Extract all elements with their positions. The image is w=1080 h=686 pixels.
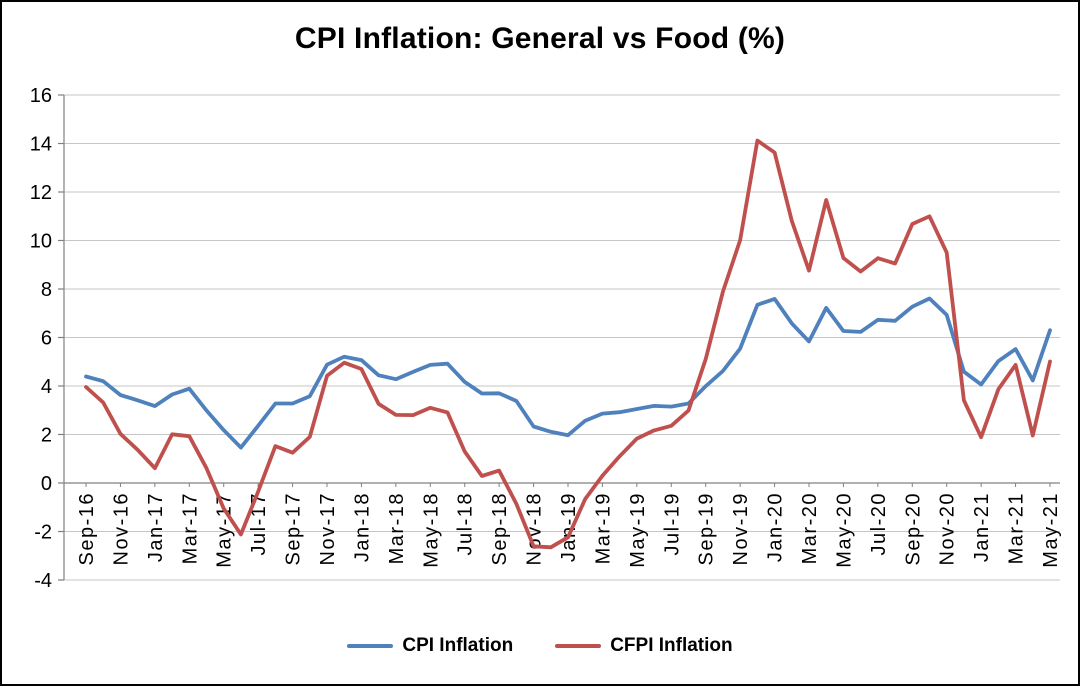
x-tick-label: Sep-19: [696, 492, 718, 566]
x-tick-label: Mar-17: [179, 492, 201, 564]
x-tick-label: Jan-17: [145, 492, 167, 562]
y-tick-label: 14: [30, 134, 52, 156]
legend-item-cfpi: CFPI Inflation: [555, 635, 733, 657]
x-tick-label: Jul-20: [868, 492, 890, 555]
x-tick-label: Mar-18: [386, 492, 408, 564]
x-tick-label: Mar-19: [592, 492, 614, 564]
x-tick-label: Nov-20: [937, 492, 959, 565]
cpi-line-swatch-icon: [347, 644, 394, 648]
x-tick-label: Nov-16: [110, 492, 132, 565]
x-tick-label: Mar-21: [1006, 492, 1028, 564]
x-tick-label: May-20: [833, 492, 855, 568]
y-tick-label: -2: [34, 522, 52, 544]
x-tick-label: Nov-19: [730, 492, 752, 565]
x-tick-label: May-19: [627, 492, 649, 568]
x-tick-label: Sep-20: [902, 492, 924, 566]
y-tick-label: -4: [34, 570, 52, 592]
x-tick-label: Jan-20: [765, 492, 787, 562]
x-tick-label: Jan-18: [351, 492, 373, 562]
x-tick-label: May-21: [1040, 492, 1062, 568]
y-tick-label: 4: [41, 376, 52, 398]
cfpi-line-swatch-icon: [555, 644, 602, 648]
chart-legend: CPI Inflation CFPI Inflation: [2, 635, 1078, 657]
x-tick-label: Jul-17: [248, 492, 270, 555]
y-tick-label: 0: [41, 473, 52, 495]
x-tick-label: May-18: [420, 492, 442, 568]
y-tick-label: 16: [30, 85, 52, 107]
x-tick-label: Sep-17: [283, 492, 305, 566]
legend-item-cpi: CPI Inflation: [347, 635, 513, 657]
cfpi-inflation-line: [84, 138, 1052, 550]
y-tick-label: 8: [41, 279, 52, 301]
y-tick-label: 2: [41, 425, 52, 447]
y-tick-label: 12: [30, 182, 52, 204]
x-tick-label: Jul-19: [661, 492, 683, 555]
legend-label-cfpi: CFPI Inflation: [610, 635, 733, 656]
x-tick-label: Sep-16: [76, 492, 98, 566]
y-tick-label: 6: [41, 328, 52, 350]
x-tick-label: Jan-19: [558, 492, 580, 562]
cpi-inflation-line: [84, 296, 1052, 450]
x-tick-label: Nov-17: [317, 492, 339, 565]
x-tick-label: Jan-21: [971, 492, 993, 562]
x-tick-label: Mar-20: [799, 492, 821, 564]
x-tick-label: Jul-18: [455, 492, 477, 555]
y-tick-label: 10: [30, 231, 52, 253]
x-tick-label: Sep-18: [489, 492, 511, 566]
x-tick-label: May-17: [214, 492, 236, 568]
chart-title: CPI Inflation: General vs Food (%): [294, 22, 786, 55]
legend-label-cpi: CPI Inflation: [402, 635, 514, 656]
